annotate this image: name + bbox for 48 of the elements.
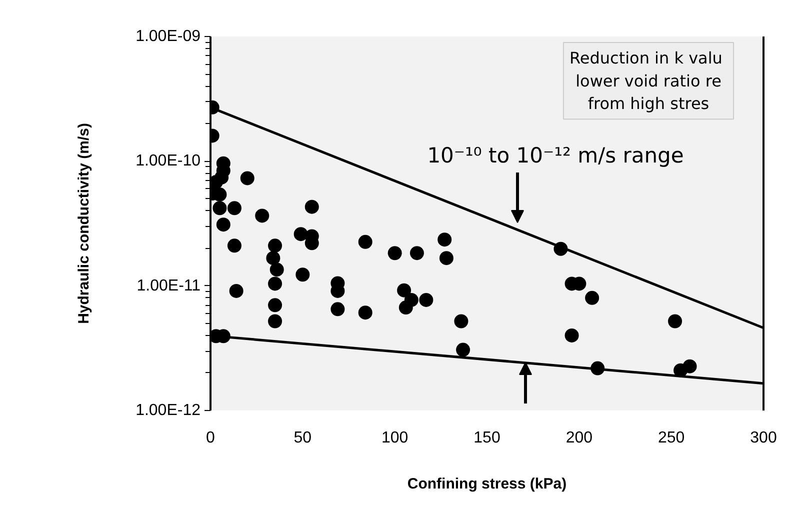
point	[330, 302, 345, 316]
point	[585, 290, 600, 305]
y-tick-label: 1.00E-12	[136, 402, 201, 419]
point	[227, 238, 242, 253]
point	[268, 276, 282, 291]
y-axis-title: Hydraulic conductivity (m/s)	[76, 123, 93, 324]
point	[266, 251, 280, 266]
x-tick-label: 250	[658, 430, 685, 446]
point	[388, 246, 402, 260]
point	[304, 200, 319, 214]
point	[439, 251, 454, 266]
point	[227, 201, 242, 216]
point	[294, 227, 308, 242]
point	[212, 201, 227, 216]
point	[268, 298, 282, 312]
point	[438, 232, 452, 247]
annotation: Reduction in k valu lower void ratio re from high stres	[569, 48, 722, 114]
point	[216, 218, 230, 232]
point	[270, 262, 284, 277]
point	[296, 268, 310, 282]
point	[358, 306, 372, 320]
point	[210, 175, 224, 190]
x-tick-label: 50	[294, 430, 312, 446]
point	[229, 284, 244, 298]
point	[268, 238, 282, 253]
point	[397, 283, 412, 298]
point	[358, 234, 372, 249]
annotation: 10⁻¹⁰ to 10⁻¹² m/s range	[427, 144, 684, 168]
x-tick-label: 0	[206, 430, 216, 446]
y-tick-label: 1.00E-11	[136, 277, 201, 294]
point	[398, 300, 413, 315]
point	[410, 246, 424, 260]
x-tick-label: 200	[566, 430, 593, 446]
point	[419, 292, 434, 307]
point	[255, 208, 270, 223]
point	[456, 342, 470, 357]
x-tick-label: 150	[474, 430, 500, 446]
point	[454, 314, 468, 328]
y-tick-label: 1.00E-10	[136, 152, 201, 170]
point	[240, 171, 254, 186]
x-tick-label: 100	[381, 430, 408, 446]
point	[682, 359, 697, 374]
point	[564, 328, 579, 342]
x-tick-label: 300	[750, 430, 777, 446]
point	[268, 314, 282, 328]
y-tick-label: 1.00E-09	[136, 28, 201, 45]
point	[668, 314, 682, 328]
x-axis-title: Confining stress (kPa)	[407, 476, 567, 492]
